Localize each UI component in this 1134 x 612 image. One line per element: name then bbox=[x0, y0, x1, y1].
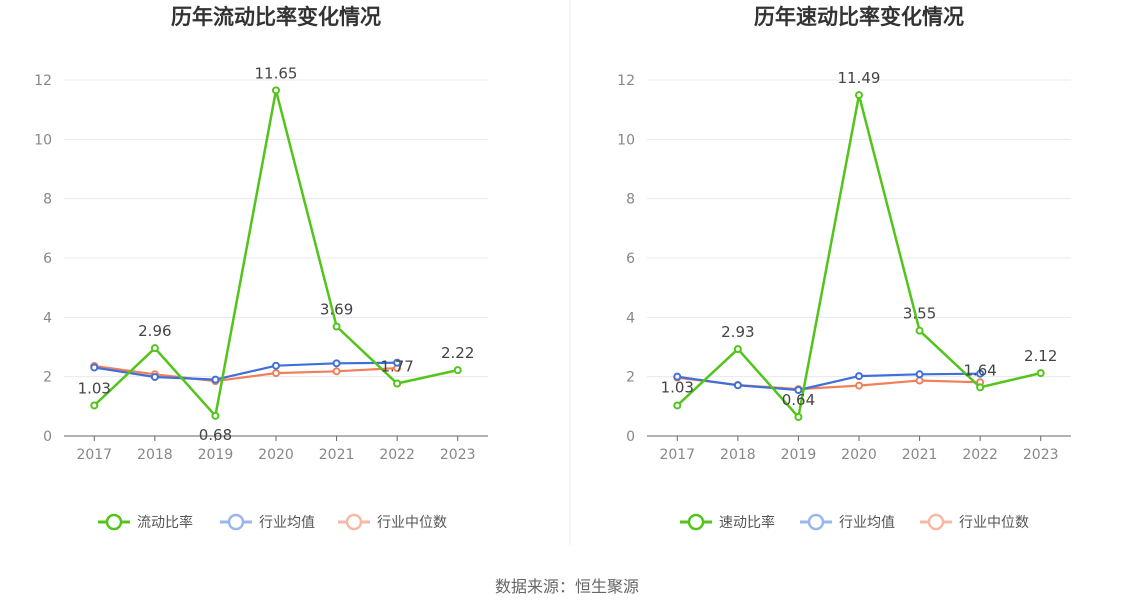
x-tick-label: 2019 bbox=[198, 447, 234, 463]
series-line-industry-median bbox=[94, 364, 398, 383]
data-label: 3.69 bbox=[320, 301, 353, 319]
data-point[interactable] bbox=[915, 376, 924, 385]
data-label: 1.77 bbox=[380, 357, 413, 375]
legend-item[interactable]: 速动比率 bbox=[680, 513, 775, 531]
legend-marker-icon bbox=[227, 513, 245, 531]
data-point[interactable] bbox=[673, 372, 682, 381]
x-tick-label: 2023 bbox=[440, 447, 476, 463]
data-label: 1.03 bbox=[78, 379, 111, 397]
y-tick-label: 10 bbox=[34, 132, 52, 148]
data-point[interactable] bbox=[211, 375, 220, 384]
data-point[interactable] bbox=[332, 322, 341, 331]
y-tick-label: 2 bbox=[43, 370, 52, 386]
y-tick-label: 8 bbox=[626, 192, 635, 208]
y-tick-label: 12 bbox=[617, 73, 635, 89]
data-point[interactable] bbox=[90, 401, 99, 410]
data-point[interactable] bbox=[150, 344, 159, 353]
x-tick-label: 2021 bbox=[319, 447, 355, 463]
data-point[interactable] bbox=[332, 367, 341, 376]
chart-title: 历年速动比率变化情况 bbox=[754, 5, 964, 29]
y-tick-label: 12 bbox=[34, 73, 52, 89]
data-point[interactable] bbox=[272, 86, 280, 95]
data-point[interactable] bbox=[915, 370, 924, 379]
legend-item[interactable]: 行业均值 bbox=[220, 513, 315, 531]
data-point[interactable] bbox=[794, 386, 803, 395]
data-point[interactable] bbox=[915, 326, 924, 335]
x-tick-label: 2020 bbox=[258, 447, 294, 463]
x-tick-label: 2020 bbox=[841, 447, 877, 463]
data-point[interactable] bbox=[272, 369, 280, 378]
x-tick-label: 2022 bbox=[962, 447, 998, 463]
legend-marker-icon bbox=[105, 513, 123, 531]
legend-item[interactable]: 流动比率 bbox=[98, 513, 193, 531]
data-label: 3.55 bbox=[903, 305, 936, 323]
legend-label: 流动比率 bbox=[137, 514, 193, 531]
data-label: 0.64 bbox=[782, 391, 815, 409]
series-line-industry-average bbox=[677, 372, 981, 392]
legend-label: 行业中位数 bbox=[377, 515, 447, 531]
x-tick-label: 2017 bbox=[76, 447, 112, 463]
legend-label: 行业均值 bbox=[839, 515, 895, 531]
legend-marker-icon bbox=[927, 513, 945, 531]
legend-item[interactable]: 行业均值 bbox=[800, 513, 895, 531]
legend-label: 速动比率 bbox=[719, 514, 775, 531]
data-label: 11.49 bbox=[838, 69, 881, 87]
x-tick-label: 2018 bbox=[137, 447, 173, 463]
data-label: 2.96 bbox=[138, 322, 171, 340]
y-tick-label: 4 bbox=[43, 310, 52, 326]
x-tick-label: 2018 bbox=[720, 447, 756, 463]
x-tick-label: 2023 bbox=[1023, 447, 1059, 463]
data-label: 2.12 bbox=[1024, 347, 1057, 365]
data-point[interactable] bbox=[855, 372, 863, 381]
legend-label: 行业均值 bbox=[259, 515, 315, 531]
y-tick-label: 8 bbox=[43, 192, 52, 208]
data-label: 1.03 bbox=[661, 378, 694, 396]
y-tick-label: 10 bbox=[617, 132, 635, 148]
data-point[interactable] bbox=[453, 366, 462, 375]
data-point[interactable] bbox=[1036, 369, 1045, 378]
data-point[interactable] bbox=[976, 383, 985, 392]
x-tick-label: 2022 bbox=[379, 447, 415, 463]
data-point[interactable] bbox=[855, 381, 863, 390]
data-point[interactable] bbox=[393, 358, 402, 367]
data-point[interactable] bbox=[90, 363, 99, 372]
legend-item[interactable]: 行业中位数 bbox=[338, 513, 447, 531]
data-source-note: 数据来源：恒生聚源 bbox=[495, 577, 639, 596]
data-point[interactable] bbox=[150, 372, 159, 381]
data-point[interactable] bbox=[855, 91, 863, 100]
series-line-industry-average bbox=[94, 361, 398, 381]
legend-marker-icon bbox=[807, 513, 825, 531]
y-tick-label: 6 bbox=[626, 251, 635, 267]
legend-label: 行业中位数 bbox=[959, 515, 1029, 531]
data-point[interactable] bbox=[673, 401, 682, 410]
chart-title: 历年流动比率变化情况 bbox=[171, 5, 381, 29]
data-label: 11.65 bbox=[255, 64, 298, 82]
x-tick-label: 2019 bbox=[781, 447, 817, 463]
data-point[interactable] bbox=[332, 359, 341, 368]
data-label: 2.22 bbox=[441, 344, 474, 362]
data-point[interactable] bbox=[733, 345, 742, 354]
y-tick-label: 4 bbox=[626, 310, 635, 326]
y-tick-label: 0 bbox=[626, 429, 635, 445]
data-label: 0.68 bbox=[199, 426, 232, 444]
data-point[interactable] bbox=[794, 413, 803, 422]
data-point[interactable] bbox=[211, 411, 220, 420]
quick-ratio-chart: 历年速动比率变化情况 0 2 4 6 8 10 12 2017 2018 2019 2020 2021 2… bbox=[617, 5, 1071, 531]
data-point[interactable] bbox=[272, 361, 280, 370]
y-tick-label: 6 bbox=[43, 251, 52, 267]
y-tick-label: 0 bbox=[43, 429, 52, 445]
data-point[interactable] bbox=[393, 379, 402, 388]
data-label: 2.93 bbox=[721, 323, 754, 341]
data-label: 1.64 bbox=[963, 361, 996, 379]
legend-marker-icon bbox=[687, 513, 705, 531]
legend-item[interactable]: 行业中位数 bbox=[920, 513, 1029, 531]
x-tick-label: 2021 bbox=[902, 447, 938, 463]
current-ratio-chart: 历年流动比率变化情况 0 2 4 6 8 10 12 2017 2018 2019 2020 2021 2… bbox=[34, 5, 488, 531]
x-tick-label: 2017 bbox=[659, 447, 695, 463]
y-tick-label: 2 bbox=[626, 370, 635, 386]
data-point[interactable] bbox=[976, 369, 985, 378]
data-point[interactable] bbox=[733, 381, 742, 390]
legend-marker-icon bbox=[345, 513, 363, 531]
